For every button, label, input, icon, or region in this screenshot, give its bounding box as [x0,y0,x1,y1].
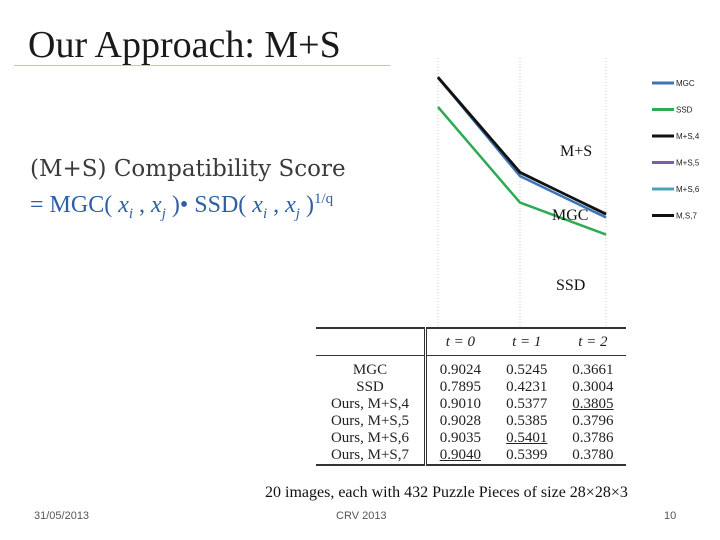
table-cell-value: 0.9024 [439,362,481,378]
results-table-container: t = 0 t = 1 t = 2 MGC 0.9024 0.5245 0.3661 S… [316,327,626,477]
table-cell-value: 0.9035 [439,430,481,446]
table-cell-value: 0.9028 [439,413,481,429]
formula-comma-2: , [267,192,286,218]
table-cell-value: 0.5399 [493,447,560,466]
table-cell-value: 0.3786 [572,430,614,446]
table-cell-method: MGC [316,355,427,379]
formula-comma: , [133,192,152,218]
table-cell-value: 0.3796 [572,413,614,429]
footer-page-number: 10 [664,510,677,522]
series-line-m-s-7 [437,76,607,216]
table-cell-value: 0.5377 [506,396,548,412]
table-cell-method: Ours, M+S,6 [316,430,427,447]
legend-label: SSD [676,106,693,115]
footer-conference: CRV 2013 [336,510,387,522]
table-header-t1: t = 1 [493,327,560,356]
line-chart: M+S MGC SSD MGC SSD M+S,4 M+S,5 M+S,6 M,S,7 [437,58,700,330]
table-header-t0: t = 0 [425,327,494,356]
footer-date: 31/05/2013 [34,510,90,522]
table-row: Ours, M+S,6 0.9035 0.5401 0.3786 [316,430,626,447]
table-header-method [316,327,427,356]
table-cell-value: 0.4231 [506,379,548,395]
series-line-ssd [437,106,607,236]
table-row: MGC 0.9024 0.5245 0.3661 [316,355,626,379]
table-cell-value: 0.9040 [425,447,494,466]
results-table: t = 0 t = 1 t = 2 MGC 0.9024 0.5245 0.3661 S… [316,327,626,466]
formula-eq: = MGC( [30,192,113,218]
legend-label: M+S,4 [676,132,700,141]
chart-annotations: M+S MGC SSD [552,143,592,294]
legend-label: M,S,7 [676,212,697,221]
legend-label: M+S,6 [676,185,700,194]
table-cell-value: 0.3780 [559,447,626,466]
table-caption: 20 images, each with 432 Puzzle Pieces o… [265,484,628,501]
slide-title: Our Approach: M+S [28,24,341,66]
formula-expression: = MGC( xi , xj )• SSD( xi , xj )1/q [30,184,346,229]
table-cell-value: 0.7895 [439,379,481,395]
table-cell-value: 0.9010 [439,396,481,412]
table-cell-value: 0.5385 [506,413,548,429]
legend-label: M+S,5 [676,159,700,168]
formula-close: ) [299,192,314,218]
chart-grid [437,58,607,330]
table-cell-method: Ours, M+S,7 [316,447,427,466]
table-row: Ours, M+S,7 0.9040 0.5399 0.3780 [316,447,626,466]
table-cell-value: 0.3004 [572,379,614,395]
chart-legend: MGC SSD M+S,4 M+S,5 M+S,6 M,S,7 [652,79,700,221]
formula: (M+S) Compatibility Score = MGC( xi , xj… [30,154,346,229]
title-divider [14,65,390,66]
formula-x-i: xi [118,192,134,222]
table-cell-method: Ours, M+S,5 [316,413,427,430]
annotation-mgc: MGC [552,207,588,224]
table-cell-value: 0.3805 [572,396,614,412]
chart-series [437,76,607,236]
legend-label: MGC [676,79,695,88]
table-header-t2: t = 2 [559,327,626,356]
table-cell-value: 0.5401 [506,430,548,446]
table-header-row: t = 0 t = 1 t = 2 [316,327,626,356]
formula-x-j: xj [151,192,166,222]
formula-x-i-2: xi [252,192,268,222]
formula-heading: (M+S) Compatibility Score [30,156,346,182]
formula-exponent: 1/q [313,191,334,207]
annotation-ssd: SSD [556,277,585,294]
annotation-m-s: M+S [560,143,592,160]
table-row: Ours, M+S,5 0.9028 0.5385 0.3796 [316,413,626,430]
table-cell-method: SSD [316,379,427,396]
table-cell-value: 0.5245 [506,362,548,378]
table-row: SSD 0.7895 0.4231 0.3004 [316,379,626,396]
table-cell-method: Ours, M+S,4 [316,396,427,413]
table-cell-value: 0.3661 [572,362,614,378]
table-row: Ours, M+S,4 0.9010 0.5377 0.3805 [316,396,626,413]
formula-mid: )• SSD( [165,192,247,218]
formula-x-j-2: xj [285,192,300,222]
